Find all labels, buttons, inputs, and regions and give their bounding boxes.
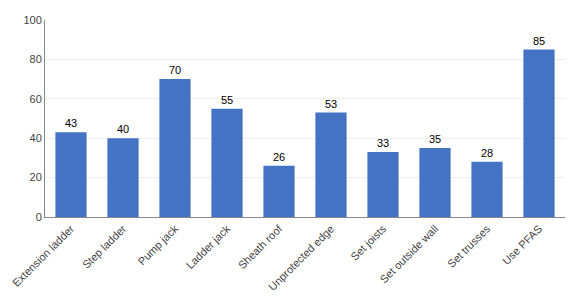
svg-text:70: 70 [169, 64, 181, 76]
svg-text:0: 0 [36, 211, 42, 223]
svg-text:85: 85 [533, 35, 545, 47]
svg-text:28: 28 [481, 147, 493, 159]
svg-text:55: 55 [221, 94, 233, 106]
svg-text:60: 60 [30, 93, 42, 105]
svg-text:80: 80 [30, 53, 42, 65]
svg-text:53: 53 [325, 98, 337, 110]
svg-text:Step ladder: Step ladder [80, 222, 129, 271]
svg-text:43: 43 [65, 117, 77, 129]
svg-text:35: 35 [429, 133, 441, 145]
svg-text:40: 40 [30, 132, 42, 144]
svg-text:Set joists: Set joists [348, 222, 388, 262]
svg-text:Ladder jack: Ladder jack [184, 222, 233, 271]
svg-text:40: 40 [117, 123, 129, 135]
svg-text:Set outside wall: Set outside wall [377, 223, 440, 286]
svg-text:Use PFAS: Use PFAS [500, 223, 544, 267]
svg-text:33: 33 [377, 137, 389, 149]
svg-text:Extension ladder: Extension ladder [10, 222, 77, 289]
svg-text:26: 26 [273, 151, 285, 163]
svg-text:100: 100 [23, 14, 41, 26]
svg-text:Unprotected edge: Unprotected edge [266, 223, 336, 293]
svg-text:20: 20 [30, 171, 42, 183]
svg-text:Sheath roof: Sheath roof [236, 222, 285, 271]
svg-text:Pump jack: Pump jack [136, 222, 181, 267]
svg-text:Set trusses: Set trusses [445, 222, 493, 270]
